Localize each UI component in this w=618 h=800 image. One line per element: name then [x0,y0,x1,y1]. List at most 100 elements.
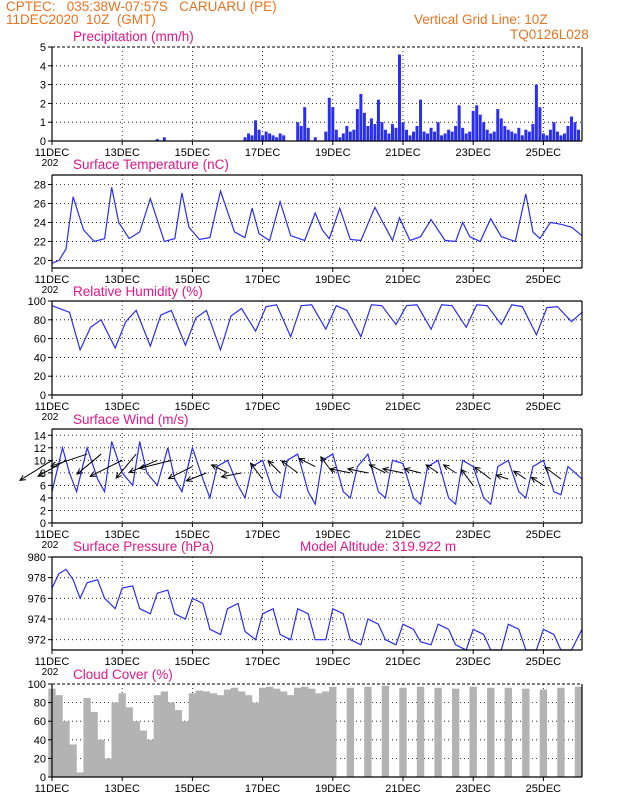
series-line [51,441,583,506]
x-tick-label: 19DEC [315,656,351,668]
precip-bar [520,135,524,141]
cloud-bar [416,686,425,777]
precip-bar [499,118,503,141]
precip-bar [334,129,338,141]
wind-arrow-head [403,467,411,474]
wind-arrow [404,468,421,474]
wind-arrow-head [37,471,45,477]
x-tick-label: 13DEC [104,783,140,795]
precip-bar [355,109,359,141]
wind-arrow [382,468,404,474]
x-tick-label: 13DEC [104,401,140,413]
wind-arrow-head [128,467,136,474]
y-tick-label: 980 [28,552,46,564]
precip-bar [254,120,258,141]
precip-bar [433,131,437,141]
x-tick-label: 23DEC [455,783,491,795]
panel-title: Cloud Cover (%) [73,667,173,682]
cloud-bar [146,739,154,777]
cloud-bar [244,695,253,777]
panel-6: 0 20 40 60 80 100 11DEC 13DEC 15DEC 17DEC 19DEC 21D… [28,667,583,795]
precip-bar [390,124,394,141]
x-tick-label: 13DEC [104,147,140,159]
precip-bar [573,122,577,141]
wind-arrow [474,466,492,480]
cloud-bar [195,690,204,777]
precip-bar [468,131,472,141]
precip-bar [247,133,251,141]
cloud-bar [557,687,565,777]
x-tick-label-cut: 202 [42,285,59,296]
y-tick-label: 974 [28,614,46,626]
precip-bar [447,129,451,141]
panel-title: Precipitation (mm/h) [73,29,194,44]
panel-title: Relative Humidity (%) [73,284,203,299]
x-tick-label: 25DEC [526,529,562,541]
cloud-bar [265,686,274,777]
precip-bar [359,94,363,141]
wind-arrow [320,456,334,474]
x-tick-label: 19DEC [315,147,351,159]
x-tick-label: 21DEC [385,274,421,286]
precip-bar [534,84,538,141]
y-tick-label: 20 [34,255,46,267]
wind-arrow-head [368,464,376,470]
x-tick-label-cut: 202 [42,158,59,169]
precip-bar [559,135,563,141]
x-tick-label: 17DEC [245,529,281,541]
precip-bar [345,125,349,141]
y-tick-label: 0 [40,390,46,402]
cloud-bar [111,702,119,777]
x-tick-label: 11DEC [35,274,70,286]
cloud-bar [258,687,267,777]
wind-arrow [89,459,123,477]
cloud-bar [76,772,84,777]
y-tick-label: 24 [34,217,46,229]
cloud-bar [286,695,295,777]
cloud-bar [153,695,161,777]
cloud-bar [62,721,70,777]
precip-bar [376,99,380,141]
precip-bar [261,135,265,141]
wind-arrow-head [249,462,257,470]
x-tick-label: 23DEC [455,401,491,413]
cloud-bar [272,688,281,777]
x-tick-label-cut: 202 [42,540,59,551]
wind-arrow-head [442,464,450,471]
wind-arrow-head [115,472,122,479]
wind-arrow [544,466,562,480]
wind-arrow-head [167,473,175,480]
precip-bar [489,133,493,141]
wind-arrow [425,464,439,474]
x-tick-label: 15DEC [175,656,211,668]
precip-bar [426,133,430,141]
precip-bar [348,131,352,141]
precip-bar [341,133,345,141]
x-tick-label: 17DEC [245,401,281,413]
y-tick-label: 3 [40,80,46,92]
cloud-bar [294,687,302,777]
x-tick-label: 23DEC [455,274,491,286]
y-tick-label: 20 [34,371,46,383]
cloud-bar [83,697,91,777]
x-tick-label: 17DEC [245,656,281,668]
wind-arrow [186,472,207,482]
panel-1: 0 1 2 3 4 5 11DEC 13DEC 15DEC 17DEC 19DEC 21DEC 23DE… [35,29,583,169]
x-tick-label: 19DEC [315,783,351,795]
cloud-bar [574,686,583,777]
cloud-bar [399,687,407,777]
wind-arrow [139,459,172,469]
wind-arrow-head [210,464,218,470]
cloud-bar [329,686,337,777]
wind-arrow [250,462,263,480]
run-date: 11DEC2020 10Z (GMT) [6,12,156,27]
x-tick-label: 13DEC [104,529,140,541]
x-tick-label: 15DEC [175,529,211,541]
y-tick-label: 8 [40,468,46,480]
x-tick-label: 25DEC [526,401,562,413]
precip-bar [155,139,159,141]
precip-bar [552,122,556,141]
precip-bar [569,116,573,141]
